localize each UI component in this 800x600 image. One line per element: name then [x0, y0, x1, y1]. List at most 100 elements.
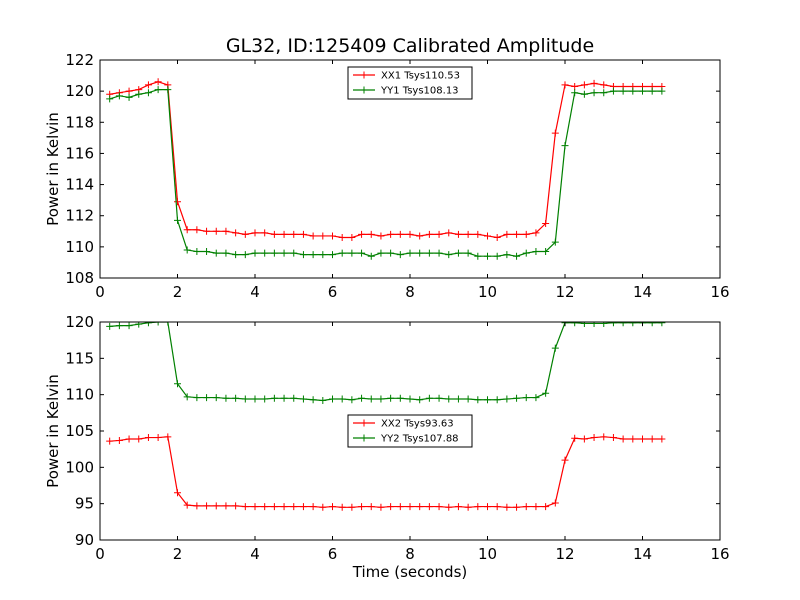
data-point	[299, 230, 307, 238]
data-point	[251, 503, 259, 511]
data-point	[222, 249, 230, 257]
data-point	[532, 394, 540, 402]
data-point	[338, 249, 346, 257]
data-point	[125, 435, 133, 443]
x-tick-label: 12	[555, 545, 574, 563]
data-point	[338, 503, 346, 511]
data-point	[270, 394, 278, 402]
data-point	[493, 396, 501, 404]
data-point	[144, 434, 152, 442]
legend-label: YY2 Tsys107.88	[380, 434, 459, 445]
data-point	[464, 230, 472, 238]
data-point	[367, 503, 375, 511]
legend-box	[347, 414, 473, 448]
data-point	[125, 322, 133, 330]
data-point	[164, 322, 172, 326]
data-point	[290, 503, 298, 511]
data-point	[609, 87, 617, 95]
data-point	[164, 433, 172, 441]
legend-label: YY1 Tsys108.13	[380, 86, 459, 97]
data-point	[319, 503, 327, 511]
y-tick-label: 116	[65, 144, 94, 162]
data-point	[280, 230, 288, 238]
plot-area	[106, 322, 666, 511]
x-tick-label: 8	[405, 283, 415, 301]
x-tick-label: 14	[633, 545, 652, 563]
data-point	[454, 249, 462, 257]
data-point	[164, 86, 172, 94]
y-tick-label: 120	[65, 82, 94, 100]
legend-marker	[360, 419, 368, 427]
data-point	[658, 435, 666, 443]
data-point	[658, 87, 666, 95]
data-point	[416, 232, 424, 240]
data-point	[580, 435, 588, 443]
x-tick-label: 16	[710, 283, 729, 301]
data-point	[425, 230, 433, 238]
data-point	[551, 238, 559, 246]
data-point	[183, 501, 191, 509]
data-point	[513, 394, 521, 402]
data-point	[406, 249, 414, 257]
data-point	[590, 89, 598, 97]
data-point	[203, 248, 211, 256]
data-point	[435, 230, 443, 238]
data-point	[600, 81, 608, 89]
data-point	[445, 251, 453, 259]
data-point	[532, 229, 540, 237]
data-point	[154, 78, 162, 86]
data-point	[183, 226, 191, 234]
data-point	[203, 394, 211, 402]
data-point	[425, 249, 433, 257]
data-point	[144, 89, 152, 97]
legend-label: XX2 Tsys93.63	[381, 419, 454, 430]
data-point	[193, 502, 201, 510]
data-point	[474, 252, 482, 260]
data-point	[358, 394, 366, 402]
data-point	[299, 395, 307, 403]
data-point	[358, 249, 366, 257]
data-point	[600, 322, 608, 327]
data-point	[590, 79, 598, 87]
y-tick-label: 114	[65, 176, 94, 194]
data-point	[551, 499, 559, 507]
data-point	[348, 396, 356, 404]
y-tick-label: 108	[65, 269, 94, 287]
data-point	[348, 249, 356, 257]
data-point	[648, 87, 656, 95]
data-point	[329, 395, 336, 403]
data-point	[232, 394, 240, 402]
data-point	[232, 502, 240, 510]
data-point	[406, 395, 414, 403]
data-point	[561, 456, 569, 464]
data-point	[270, 230, 278, 238]
data-point	[522, 249, 530, 257]
data-point	[135, 322, 143, 328]
legend: XX2 Tsys93.63 YY2 Tsys107.88	[347, 414, 473, 448]
data-point	[241, 503, 249, 511]
data-point	[571, 82, 579, 90]
data-point	[309, 396, 317, 404]
data-point	[454, 503, 462, 511]
data-point	[425, 503, 433, 511]
data-point	[174, 216, 181, 224]
data-point	[212, 227, 220, 235]
y-tick-label: 115	[65, 349, 94, 367]
data-point	[338, 395, 346, 403]
data-point	[396, 503, 404, 511]
data-point	[232, 229, 240, 237]
legend-label: XX1 Tsys110.53	[381, 71, 460, 82]
data-point	[648, 435, 656, 443]
data-point	[542, 248, 550, 256]
x-tick-label: 4	[250, 545, 260, 563]
data-point	[203, 502, 211, 510]
y-tick-label: 100	[65, 458, 94, 476]
data-point	[348, 503, 356, 511]
data-point	[396, 394, 404, 402]
data-point	[493, 503, 501, 511]
data-point	[629, 322, 637, 327]
data-point	[648, 322, 656, 327]
x-tick-label: 4	[250, 283, 260, 301]
data-point	[261, 395, 269, 403]
